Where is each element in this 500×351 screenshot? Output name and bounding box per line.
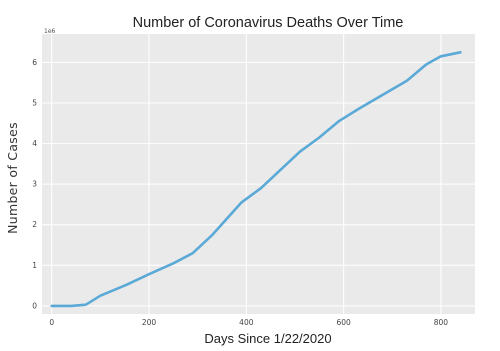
series-group <box>50 51 462 308</box>
y-tick-label: 3 <box>32 180 37 189</box>
y-tick-label: 6 <box>32 58 37 67</box>
x-tick-label: 200 <box>142 318 157 327</box>
x-tick-label: 400 <box>239 318 254 327</box>
x-tick-label: 0 <box>49 318 54 327</box>
chart-title: Number of Coronavirus Deaths Over Time <box>133 15 404 31</box>
y-axis-label: Number of Cases <box>5 122 20 234</box>
x-axis-ticks: 0 200 400 600 800 <box>49 318 448 327</box>
grid-lines <box>42 34 475 314</box>
y-tick-label: 1 <box>32 261 37 270</box>
y-tick-label: 0 <box>32 301 37 310</box>
y-tick-label: 2 <box>32 220 37 229</box>
plot-area <box>42 34 475 314</box>
y-tick-label: 5 <box>32 98 37 107</box>
y-tick-label: 4 <box>32 139 37 148</box>
y-axis-ticks: 0 1 2 3 4 5 6 <box>32 58 37 310</box>
x-tick-label: 800 <box>434 318 449 327</box>
series-line <box>50 51 462 308</box>
x-tick-label: 600 <box>336 318 351 327</box>
y-offset-label: 1e6 <box>44 28 56 35</box>
x-axis-label: Days Since 1/22/2020 <box>204 331 331 346</box>
